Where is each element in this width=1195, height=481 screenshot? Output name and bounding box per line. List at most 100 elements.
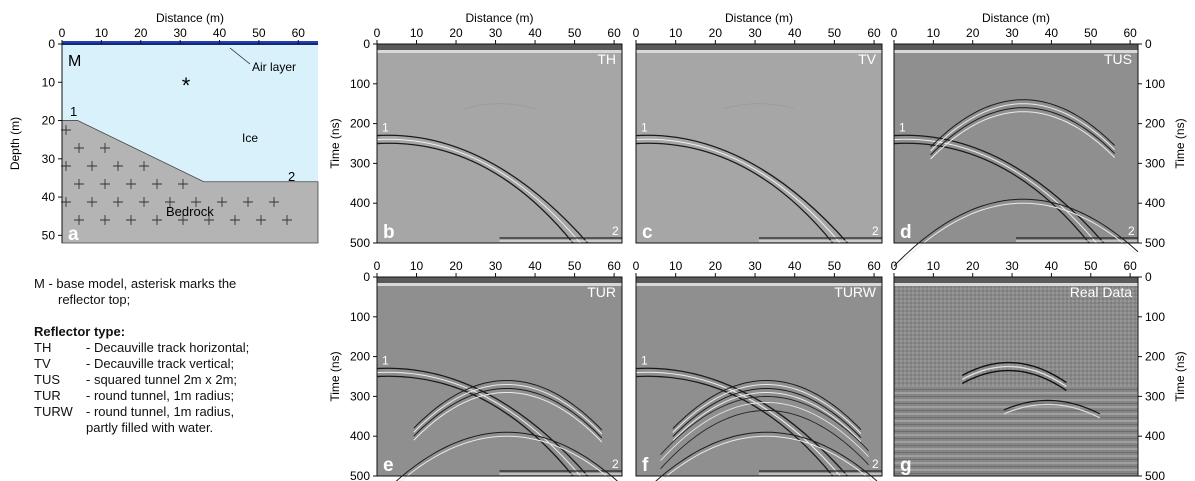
reflector-dip-line	[635, 134, 849, 244]
multiple-reflection	[395, 431, 618, 481]
radargram-panel-b: 1 2 TH b 0 10 20 30 40 50 60 Distance (m) 0 100 200 300…	[328, 11, 623, 250]
legend-desc: - round tunnel, 1m radius;	[86, 388, 235, 403]
time-tick-label: 500	[1145, 469, 1165, 481]
direct-wave-band	[894, 283, 1138, 286]
model-x-tick-label: 0	[59, 26, 66, 40]
distance-tick-label: 10	[669, 259, 683, 273]
model-tag: M	[68, 53, 81, 70]
model-y-tick-label: 20	[42, 114, 56, 128]
distance-tick-label: 40	[1045, 259, 1059, 273]
distance-tick-label: 60	[867, 259, 881, 273]
direct-wave-band	[377, 283, 622, 286]
distance-tick-label: 60	[1123, 26, 1137, 40]
distance-tick-label: 30	[489, 259, 503, 273]
panel-letter: d	[900, 222, 912, 243]
reflector-dip-line	[376, 367, 589, 477]
distance-tick-label: 40	[528, 259, 542, 273]
direct-wave-band	[636, 44, 882, 50]
bedrock-cross	[113, 197, 123, 207]
direct-wave-band	[377, 50, 622, 53]
distance-tick-label: 10	[410, 259, 424, 273]
model-x-tick-label: 40	[213, 26, 227, 40]
distance-tick-label: 60	[1123, 259, 1137, 273]
multiple-reflection	[893, 198, 1139, 267]
distance-tick-label: 40	[788, 26, 802, 40]
bedrock-cross	[204, 215, 214, 225]
direct-wave-band	[636, 277, 882, 283]
distance-tick-label: 20	[709, 26, 723, 40]
multiple-reflection	[893, 202, 1139, 271]
distance-tick-label: 60	[867, 26, 881, 40]
legend-desc: - Decauville track vertical;	[86, 356, 235, 371]
reflector-dip-line	[635, 375, 834, 477]
model-x-tick-label: 30	[173, 26, 187, 40]
legend-code: TUR	[34, 388, 61, 403]
distance-tick-label: 0	[374, 26, 381, 40]
time-tick-label: 500	[350, 236, 370, 250]
reflector-dip-line	[376, 138, 581, 244]
model-x-tick-label: 50	[252, 26, 266, 40]
time-tick-label: 300	[1145, 156, 1165, 170]
panel-tag: TH	[597, 51, 616, 67]
time-axis-label-left: Time (ns)	[328, 351, 342, 401]
legend-item-2: TUS - squared tunnel 2m x 2m;	[34, 372, 249, 388]
direct-wave-band	[894, 44, 1138, 50]
time-tick-label: 100	[350, 310, 370, 324]
time-tick-label: 200	[1145, 117, 1165, 131]
panel-frame	[893, 276, 1139, 477]
bedrock-cross	[191, 197, 201, 207]
bedrock-cross	[74, 215, 84, 225]
distance-tick-label: 50	[568, 259, 582, 273]
time-tick-label: 0	[363, 37, 370, 51]
direct-wave-band	[894, 50, 1138, 53]
bedrock-cross	[256, 215, 266, 225]
distance-tick-label: 50	[1084, 26, 1098, 40]
reflector-marker-2: 2	[872, 224, 879, 238]
bedrock-cross	[61, 161, 71, 171]
distance-axis-label: Distance (m)	[982, 11, 1050, 25]
distance-tick-label: 30	[748, 259, 762, 273]
bedrock-cross	[282, 215, 292, 225]
model-x-tick-label: 20	[134, 26, 148, 40]
water-fill-hyperbola	[660, 402, 869, 462]
distance-tick-label: 0	[891, 259, 898, 273]
direct-wave-band	[377, 44, 622, 50]
radargram-background	[377, 44, 622, 243]
model-x-tick-label: 10	[95, 26, 109, 40]
time-tick-label: 200	[350, 117, 370, 131]
air-layer-pointer	[229, 47, 251, 65]
direct-wave-band	[894, 277, 1138, 283]
model-y-tick-label: 50	[42, 228, 56, 242]
faint-hyperbola	[721, 103, 795, 110]
real-data-hyperbola	[1003, 399, 1101, 415]
distance-tick-label: 60	[607, 259, 621, 273]
reflector-marker-1: 1	[899, 121, 906, 135]
distance-tick-label: 20	[449, 259, 463, 273]
panel-letter: c	[642, 222, 653, 243]
time-tick-label: 300	[350, 389, 370, 403]
legend-code: TURW	[34, 404, 73, 419]
distance-tick-label: 30	[1005, 259, 1019, 273]
distance-tick-label: 20	[966, 259, 980, 273]
distance-tick-label: 30	[1005, 26, 1019, 40]
bedrock-cross	[269, 197, 279, 207]
bedrock-cross	[152, 179, 162, 189]
tunnel-hyperbola	[672, 388, 862, 438]
distance-tick-label: 0	[891, 26, 898, 40]
panel-frame	[635, 276, 883, 477]
panel-frame	[893, 43, 1139, 244]
time-tick-label: 0	[363, 270, 370, 284]
time-axis-label-left: Time (ns)	[328, 118, 342, 168]
bedrock-cross	[126, 215, 136, 225]
legend-desc: - squared tunnel 2m x 2m;	[86, 372, 238, 387]
multiple-reflection	[655, 431, 878, 481]
air-layer	[62, 41, 318, 45]
distance-tick-label: 50	[828, 259, 842, 273]
legend-desc: - round tunnel, 1m radius,	[86, 404, 235, 419]
panel-letter: f	[642, 455, 649, 476]
legend-title: Reflector type:	[34, 324, 126, 339]
distance-tick-label: 40	[528, 26, 542, 40]
reflector-marker-2: 2	[612, 224, 619, 238]
model-y-tick-label: 10	[42, 75, 56, 89]
